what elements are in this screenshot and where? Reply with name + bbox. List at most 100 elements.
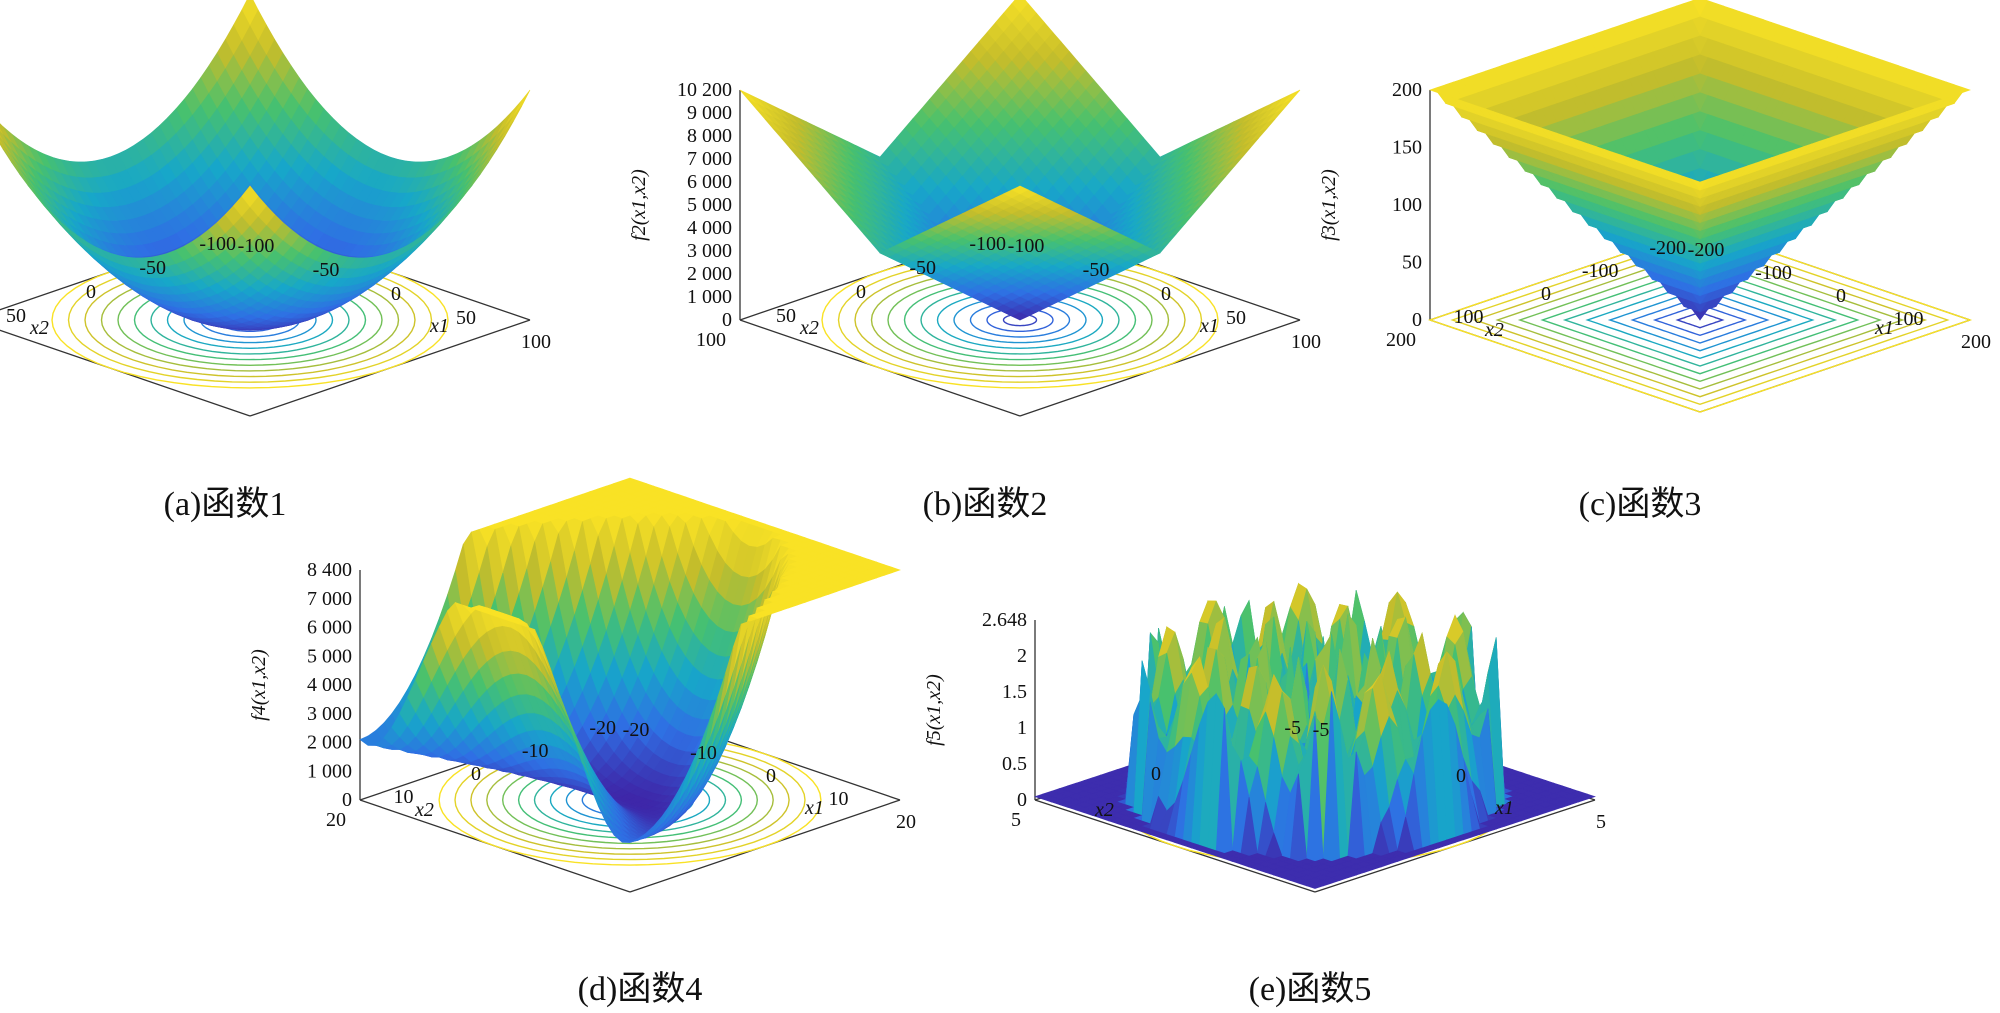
panel-a-function-1: 00.511.52×10⁴f1(x1,x2)-100-50050100x1-10… <box>0 0 551 523</box>
panel-c-function-3: 0 50 100 150 200 f3(x1,x2) -200 -100 0 100 200 x1 -2… <box>1318 0 1991 523</box>
contour-line <box>936 290 1104 350</box>
y-axis-label: x2 <box>1484 319 1504 341</box>
contour-line <box>887 273 1153 367</box>
y-tick-label: -100 <box>1582 260 1619 282</box>
z-tick-label: 150 <box>1392 137 1422 159</box>
z-axis-label: f2(x1,x2) <box>628 169 650 241</box>
contour-line <box>953 296 1087 344</box>
z-tick-label: 1 000 <box>687 286 732 308</box>
surface-mesh <box>359 477 901 843</box>
y-tick-label: -50 <box>139 257 166 279</box>
x-tick-label: 0 <box>766 765 776 787</box>
x-tick-label: 100 <box>521 331 551 353</box>
x-tick-label: 10 <box>829 788 849 810</box>
y-tick-label: -100 <box>199 233 236 255</box>
z-axis-label: f4(x1,x2) <box>248 649 270 721</box>
base-contours <box>821 251 1219 389</box>
x-tick-label: 50 <box>1226 307 1246 329</box>
contour-line <box>870 268 1170 372</box>
y-tick-label: 200 <box>1386 329 1416 351</box>
x-tick-label: -100 <box>238 235 275 257</box>
x-tick-label: -20 <box>623 719 650 741</box>
x-axis-label: x1 <box>1199 315 1219 337</box>
z-tick-label: 8 000 <box>687 125 732 147</box>
surface-patch <box>0 140 4 146</box>
y-axis-label: x2 <box>29 317 49 339</box>
contour-line <box>821 251 1219 389</box>
z-tick-label: 0 <box>722 309 732 331</box>
x-tick-label: -100 <box>1008 235 1045 257</box>
surface-mesh <box>0 0 531 331</box>
y-tick-label: 10 <box>394 786 414 808</box>
panel-a-surface: 00.511.52×10⁴f1(x1,x2)-100-50050100x1-10… <box>0 0 551 417</box>
surface-patch <box>0 128 4 135</box>
z-tick-label: 50 <box>1402 252 1422 274</box>
contour-line <box>969 302 1071 338</box>
x-tick-label: -100 <box>1755 262 1792 284</box>
z-tick-label: 8 400 <box>307 559 352 581</box>
y-tick-label: -200 <box>1649 237 1686 259</box>
y-tick-label: 0 <box>471 763 481 785</box>
panel-a-caption: (a)函数1 <box>164 485 287 523</box>
z-tick-label: 200 <box>1392 79 1422 101</box>
y-axis-label: x2 <box>414 799 434 821</box>
panel-c-surface: 0 50 100 150 200 f3(x1,x2) -200 -100 0 100 200 x1 -2… <box>1318 0 1991 413</box>
z-tick-label: 2 000 <box>687 263 732 285</box>
z-tick-label: 6 000 <box>687 171 732 193</box>
panel-b-caption: (b)函数2 <box>923 485 1048 523</box>
contour-line <box>854 262 1186 378</box>
surface-patch <box>513 89 531 117</box>
y-tick-label: 100 <box>696 329 726 351</box>
surface-mesh <box>739 0 1301 321</box>
z-tick-label: 6 000 <box>307 617 352 639</box>
z-tick-label: 0 <box>342 789 352 811</box>
x-tick-label: 20 <box>896 811 916 833</box>
z-axis-label: f3(x1,x2) <box>1318 169 1340 241</box>
y-tick-label: 50 <box>6 305 26 327</box>
contour-line <box>986 308 1054 332</box>
y-tick-label: 100 <box>1454 306 1484 328</box>
x-tick-label: -200 <box>1688 239 1725 261</box>
z-tick-label: 4 000 <box>307 674 352 696</box>
surface-patch <box>505 100 523 126</box>
x-tick-label: 200 <box>1961 331 1991 353</box>
y-tick-label: 0 <box>856 281 866 303</box>
z-tick-label: 0 <box>1412 309 1422 331</box>
y-tick-label: 20 <box>326 809 346 831</box>
y-tick-label: 0 <box>86 281 96 303</box>
x-tick-label: 100 <box>1894 308 1924 330</box>
z-tick-label: 3 000 <box>307 703 352 725</box>
x-tick-label: 0 <box>391 283 401 305</box>
y-tick-label: -100 <box>969 233 1006 255</box>
z-tick-label: 5 000 <box>687 194 732 216</box>
x-axis-label: x1 <box>804 797 824 819</box>
z-tick-label: 4 000 <box>687 217 732 239</box>
x-axis-label: x1 <box>1874 317 1894 339</box>
x-tick-label: 0 <box>1161 283 1171 305</box>
z-tick-label: 5 000 <box>307 645 352 667</box>
y-tick-label: 50 <box>776 305 796 327</box>
x-tick-label: -50 <box>1083 259 1110 281</box>
z-tick-label: 7 000 <box>307 588 352 610</box>
x-tick-label: -50 <box>313 259 340 281</box>
y-axis-label: x2 <box>799 317 819 339</box>
contour-line <box>1002 313 1038 327</box>
y-tick-label: 0 <box>1541 283 1551 305</box>
z-tick-label: 3 000 <box>687 240 732 262</box>
y-tick-label: -10 <box>522 740 549 762</box>
z-tick-label: 1 000 <box>307 760 352 782</box>
contour-line <box>903 279 1137 361</box>
contour-line <box>920 285 1120 355</box>
surface-patch <box>241 185 259 208</box>
z-tick-label: 9 000 <box>687 102 732 124</box>
x-tick-label: -10 <box>690 742 717 764</box>
